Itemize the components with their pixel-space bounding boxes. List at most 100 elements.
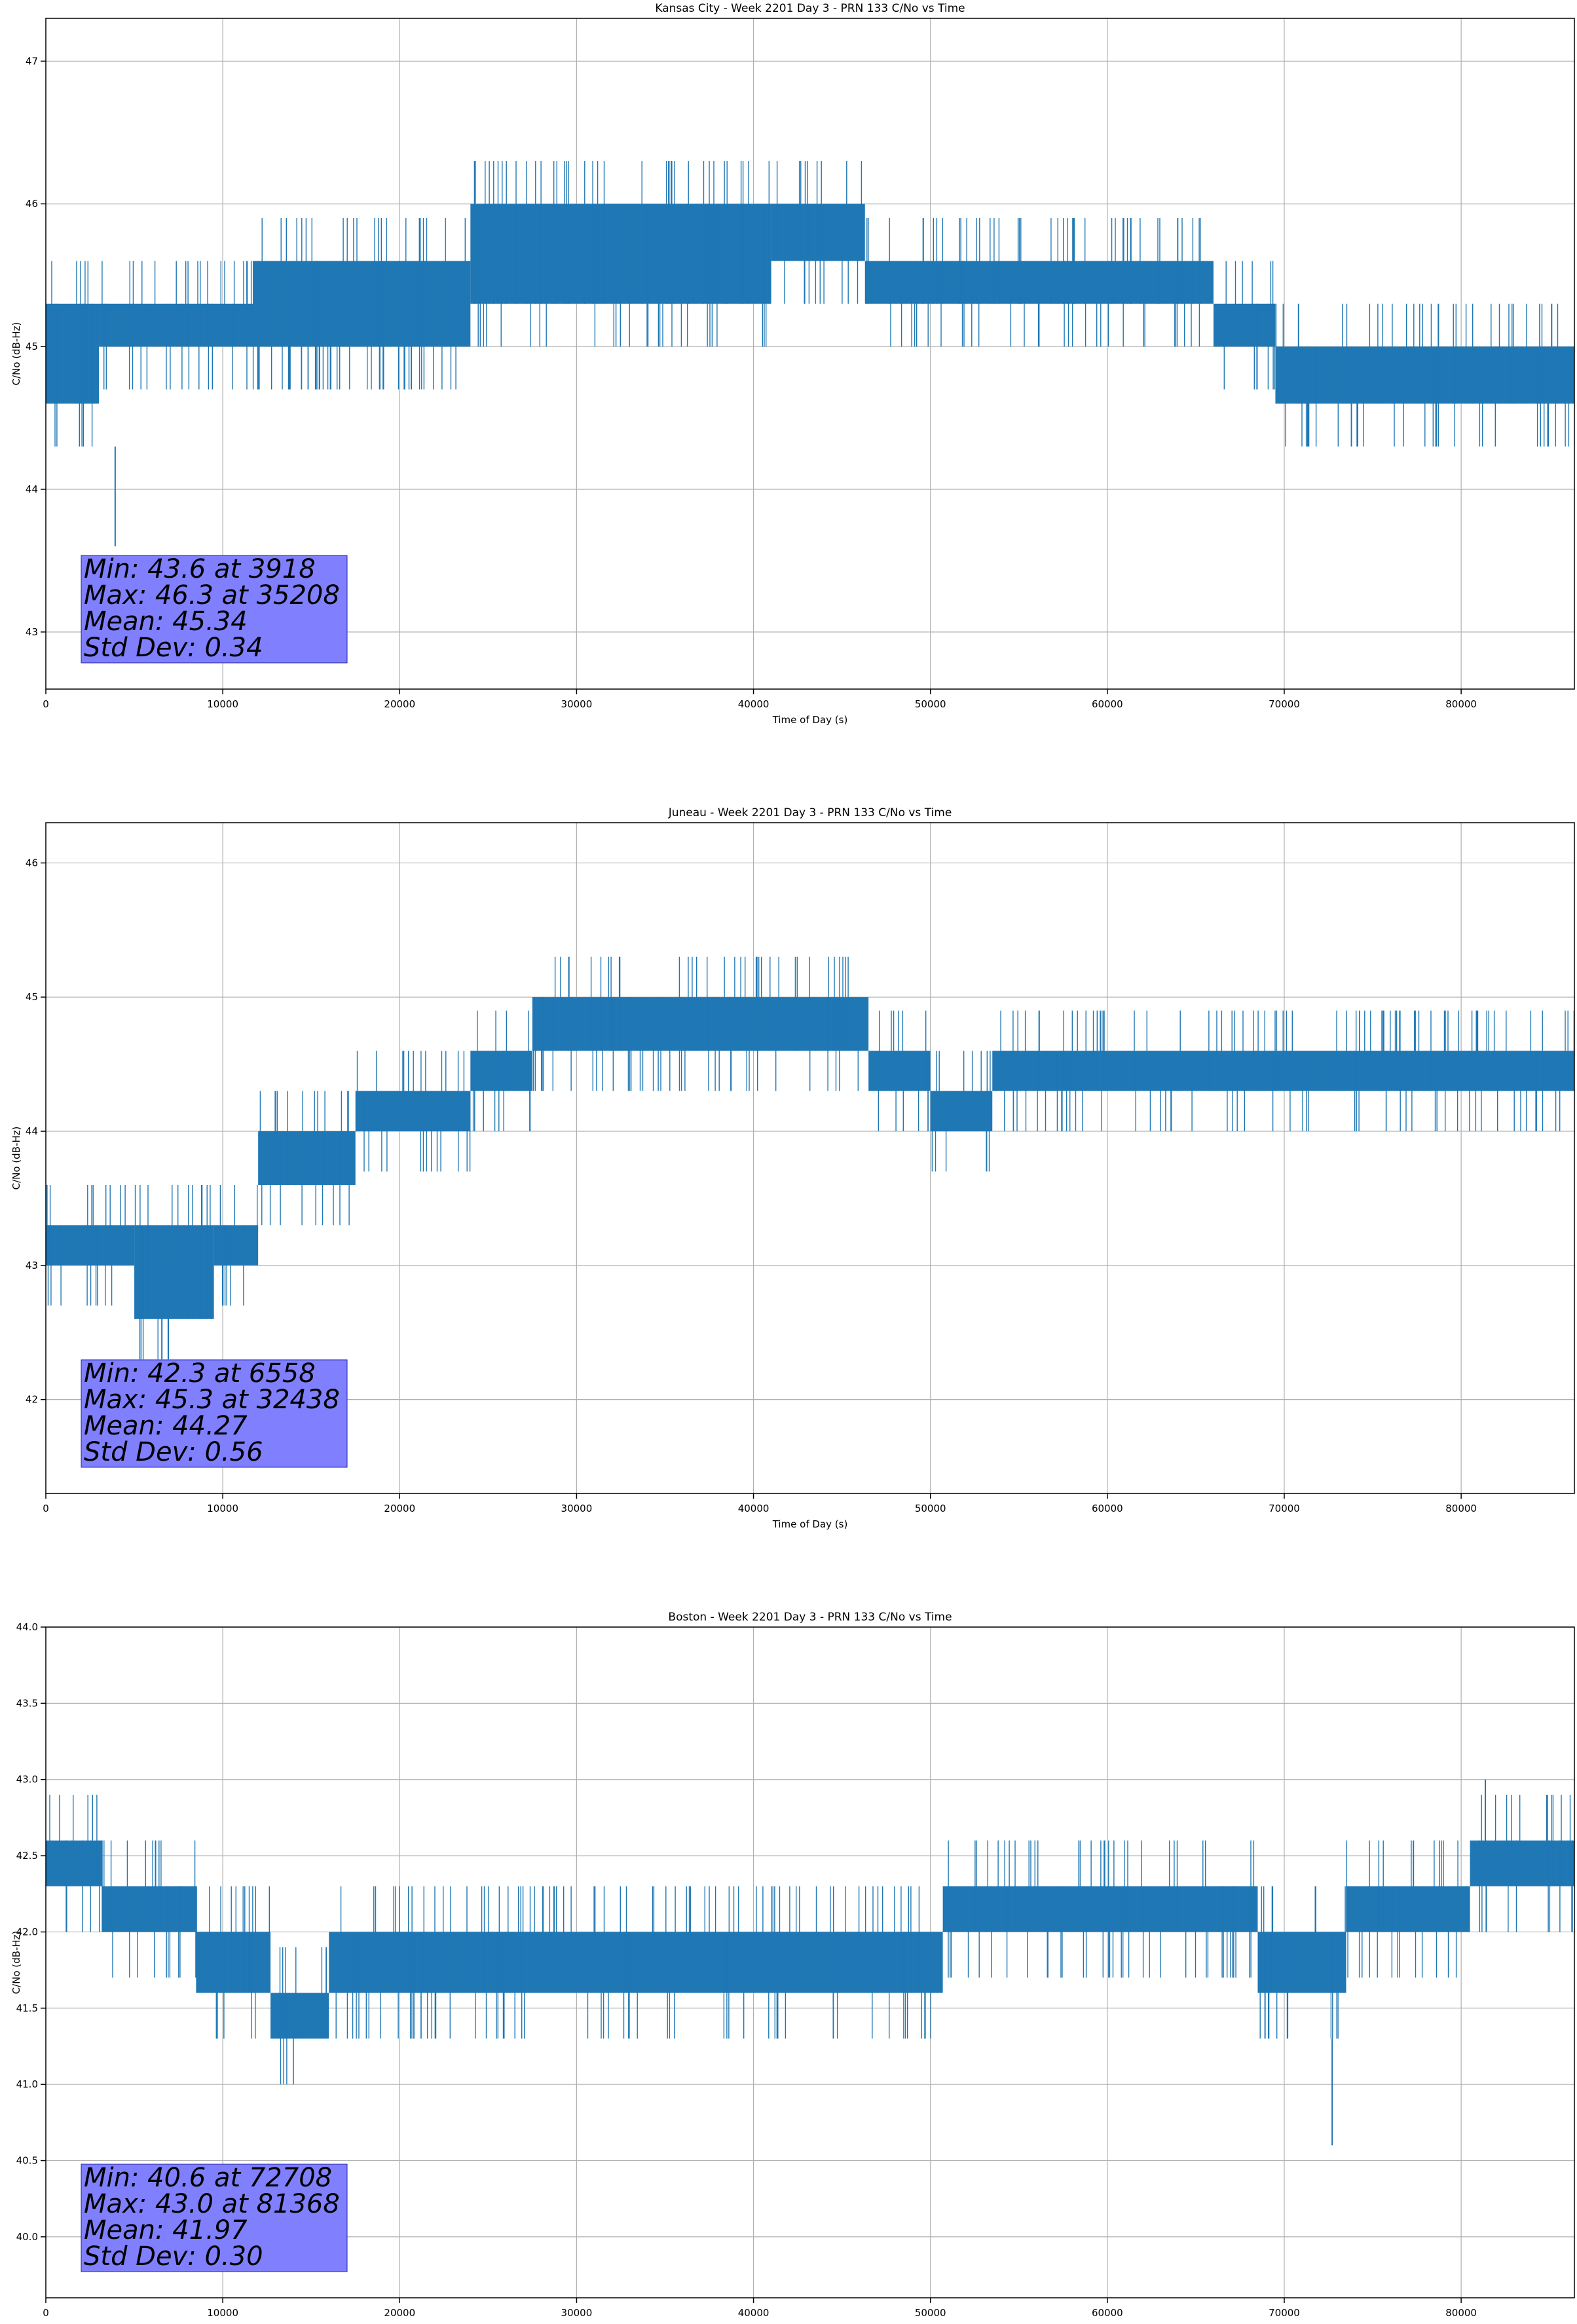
x-tick-label: 50000 <box>915 2307 946 2319</box>
y-tick-label: 42 <box>26 1394 38 1406</box>
x-tick-label: 20000 <box>384 1503 415 1514</box>
y-tick-label: 41.0 <box>16 2078 38 2090</box>
axes-frame <box>45 822 1575 1494</box>
stats-box <box>81 1359 348 1468</box>
y-tick-label: 43.0 <box>16 1774 38 1786</box>
data-spikes <box>219 1185 258 1306</box>
data-band <box>46 303 100 404</box>
chart-title: Kansas City - Week 2201 Day 3 - PRN 133 … <box>655 2 965 15</box>
x-axis-label: Time of Day (s) <box>772 2323 848 2324</box>
y-axis-label: C/No (dB-Hz) <box>10 1127 22 1190</box>
y-tick-label: 46 <box>26 198 38 210</box>
stats-line: Std Dev: 0.56 <box>84 1437 263 1467</box>
data-band <box>930 1091 993 1132</box>
data-band <box>942 1886 1258 1932</box>
chart-title: Juneau - Week 2201 Day 3 - PRN 133 C/No … <box>668 806 952 819</box>
data-band <box>532 997 869 1051</box>
stats-line: Mean: 45.34 <box>84 607 248 637</box>
data-series <box>46 1779 1574 2146</box>
x-tick-label: 70000 <box>1269 698 1300 710</box>
data-band <box>470 1051 532 1091</box>
y-tick-label: 43.5 <box>16 1697 38 1709</box>
data-band <box>868 1051 931 1091</box>
y-tick-label: 44.0 <box>16 1621 38 1633</box>
data-band <box>270 1993 329 2039</box>
y-tick-label: 43 <box>26 1260 38 1271</box>
x-tick-label: 20000 <box>384 2307 415 2319</box>
data-spikes <box>49 1795 103 1932</box>
x-tick-label: 60000 <box>1092 698 1123 710</box>
y-axis-label: C/No (dB-Hz) <box>10 322 22 386</box>
x-tick-label: 50000 <box>915 698 946 710</box>
stats-line: Mean: 41.97 <box>84 2215 248 2245</box>
data-spikes <box>776 160 863 304</box>
x-axis-label: Time of Day (s) <box>772 1518 848 1530</box>
data-band <box>1346 1886 1470 1932</box>
chart-panel-3: 0 10000 20000 30000 40000 50000 60000 70000 8000… <box>10 1611 1575 2324</box>
stats-box <box>81 555 348 664</box>
x-tick-label: 30000 <box>561 698 593 710</box>
stats-line: Mean: 44.27 <box>84 1411 248 1441</box>
data-spikes <box>103 1840 196 1978</box>
stats-line: Std Dev: 0.34 <box>84 633 263 663</box>
x-tick-label: 10000 <box>207 1503 238 1514</box>
data-spikes <box>134 1185 211 1360</box>
y-tick-label: 46 <box>26 857 38 869</box>
data-spikes <box>259 1091 350 1226</box>
stats-line: Max: 46.3 at 35208 <box>84 580 340 610</box>
data-band <box>46 1840 103 1886</box>
y-tick-label: 44 <box>26 483 38 495</box>
y-tick-label: 40.5 <box>16 2155 38 2167</box>
stats-line: Max: 45.3 at 32438 <box>84 1385 340 1415</box>
x-tick-label: 30000 <box>561 2307 593 2319</box>
data-band <box>771 204 865 261</box>
x-tick-label: 60000 <box>1092 2307 1123 2319</box>
data-series <box>46 160 1574 547</box>
stats-box <box>81 2164 348 2272</box>
data-band <box>196 1932 271 1993</box>
data-spikes <box>472 1010 531 1131</box>
x-tick-label: 80000 <box>1445 1503 1477 1514</box>
data-spikes <box>931 1051 991 1172</box>
data-band <box>213 1225 259 1265</box>
data-spikes <box>257 218 466 390</box>
x-tick-label: 40000 <box>738 2307 770 2319</box>
data-series <box>46 956 1574 1360</box>
data-spikes <box>1259 1886 1346 2039</box>
axes-frame <box>45 18 1575 690</box>
stats-line: Min: 42.3 at 6558 <box>84 1359 316 1389</box>
x-tick-label: 20000 <box>384 698 415 710</box>
data-spikes <box>1275 303 1570 447</box>
data-spikes <box>51 261 93 447</box>
y-tick-label: 45 <box>26 991 38 1003</box>
axes-frame <box>45 1626 1575 2298</box>
y-tick-label: 44 <box>26 1125 38 1137</box>
data-spikes <box>1346 1840 1458 1978</box>
chart-panel-2: 0 10000 20000 30000 40000 50000 60000 70000 8000… <box>10 806 1575 1530</box>
x-tick-label: 60000 <box>1092 1503 1123 1514</box>
data-band <box>329 1932 943 1993</box>
y-tick-label: 41.5 <box>16 2002 38 2014</box>
data-spikes <box>1223 261 1276 390</box>
y-tick-label: 47 <box>26 55 38 67</box>
data-band <box>253 261 471 347</box>
data-spikes <box>1000 1010 1574 1131</box>
data-band <box>258 1131 356 1185</box>
data-spikes <box>948 1840 1255 1978</box>
x-tick-label: 10000 <box>207 698 238 710</box>
y-tick-label: 42.5 <box>16 1850 38 1862</box>
data-spikes <box>279 1947 327 2085</box>
x-tick-label: 50000 <box>915 1503 946 1514</box>
data-band <box>46 1225 135 1265</box>
stats-line: Min: 43.6 at 3918 <box>84 554 316 584</box>
x-tick-label: 0 <box>43 2307 49 2319</box>
stats-line: Std Dev: 0.30 <box>84 2241 263 2272</box>
data-spikes <box>1479 1795 1573 1932</box>
x-tick-label: 0 <box>43 698 49 710</box>
data-spikes <box>356 1051 471 1172</box>
stats-line: Min: 40.6 at 72708 <box>84 2163 332 2193</box>
y-tick-label: 43 <box>26 626 38 638</box>
x-axis-label: Time of Day (s) <box>772 714 848 726</box>
x-tick-label: 80000 <box>1445 698 1477 710</box>
